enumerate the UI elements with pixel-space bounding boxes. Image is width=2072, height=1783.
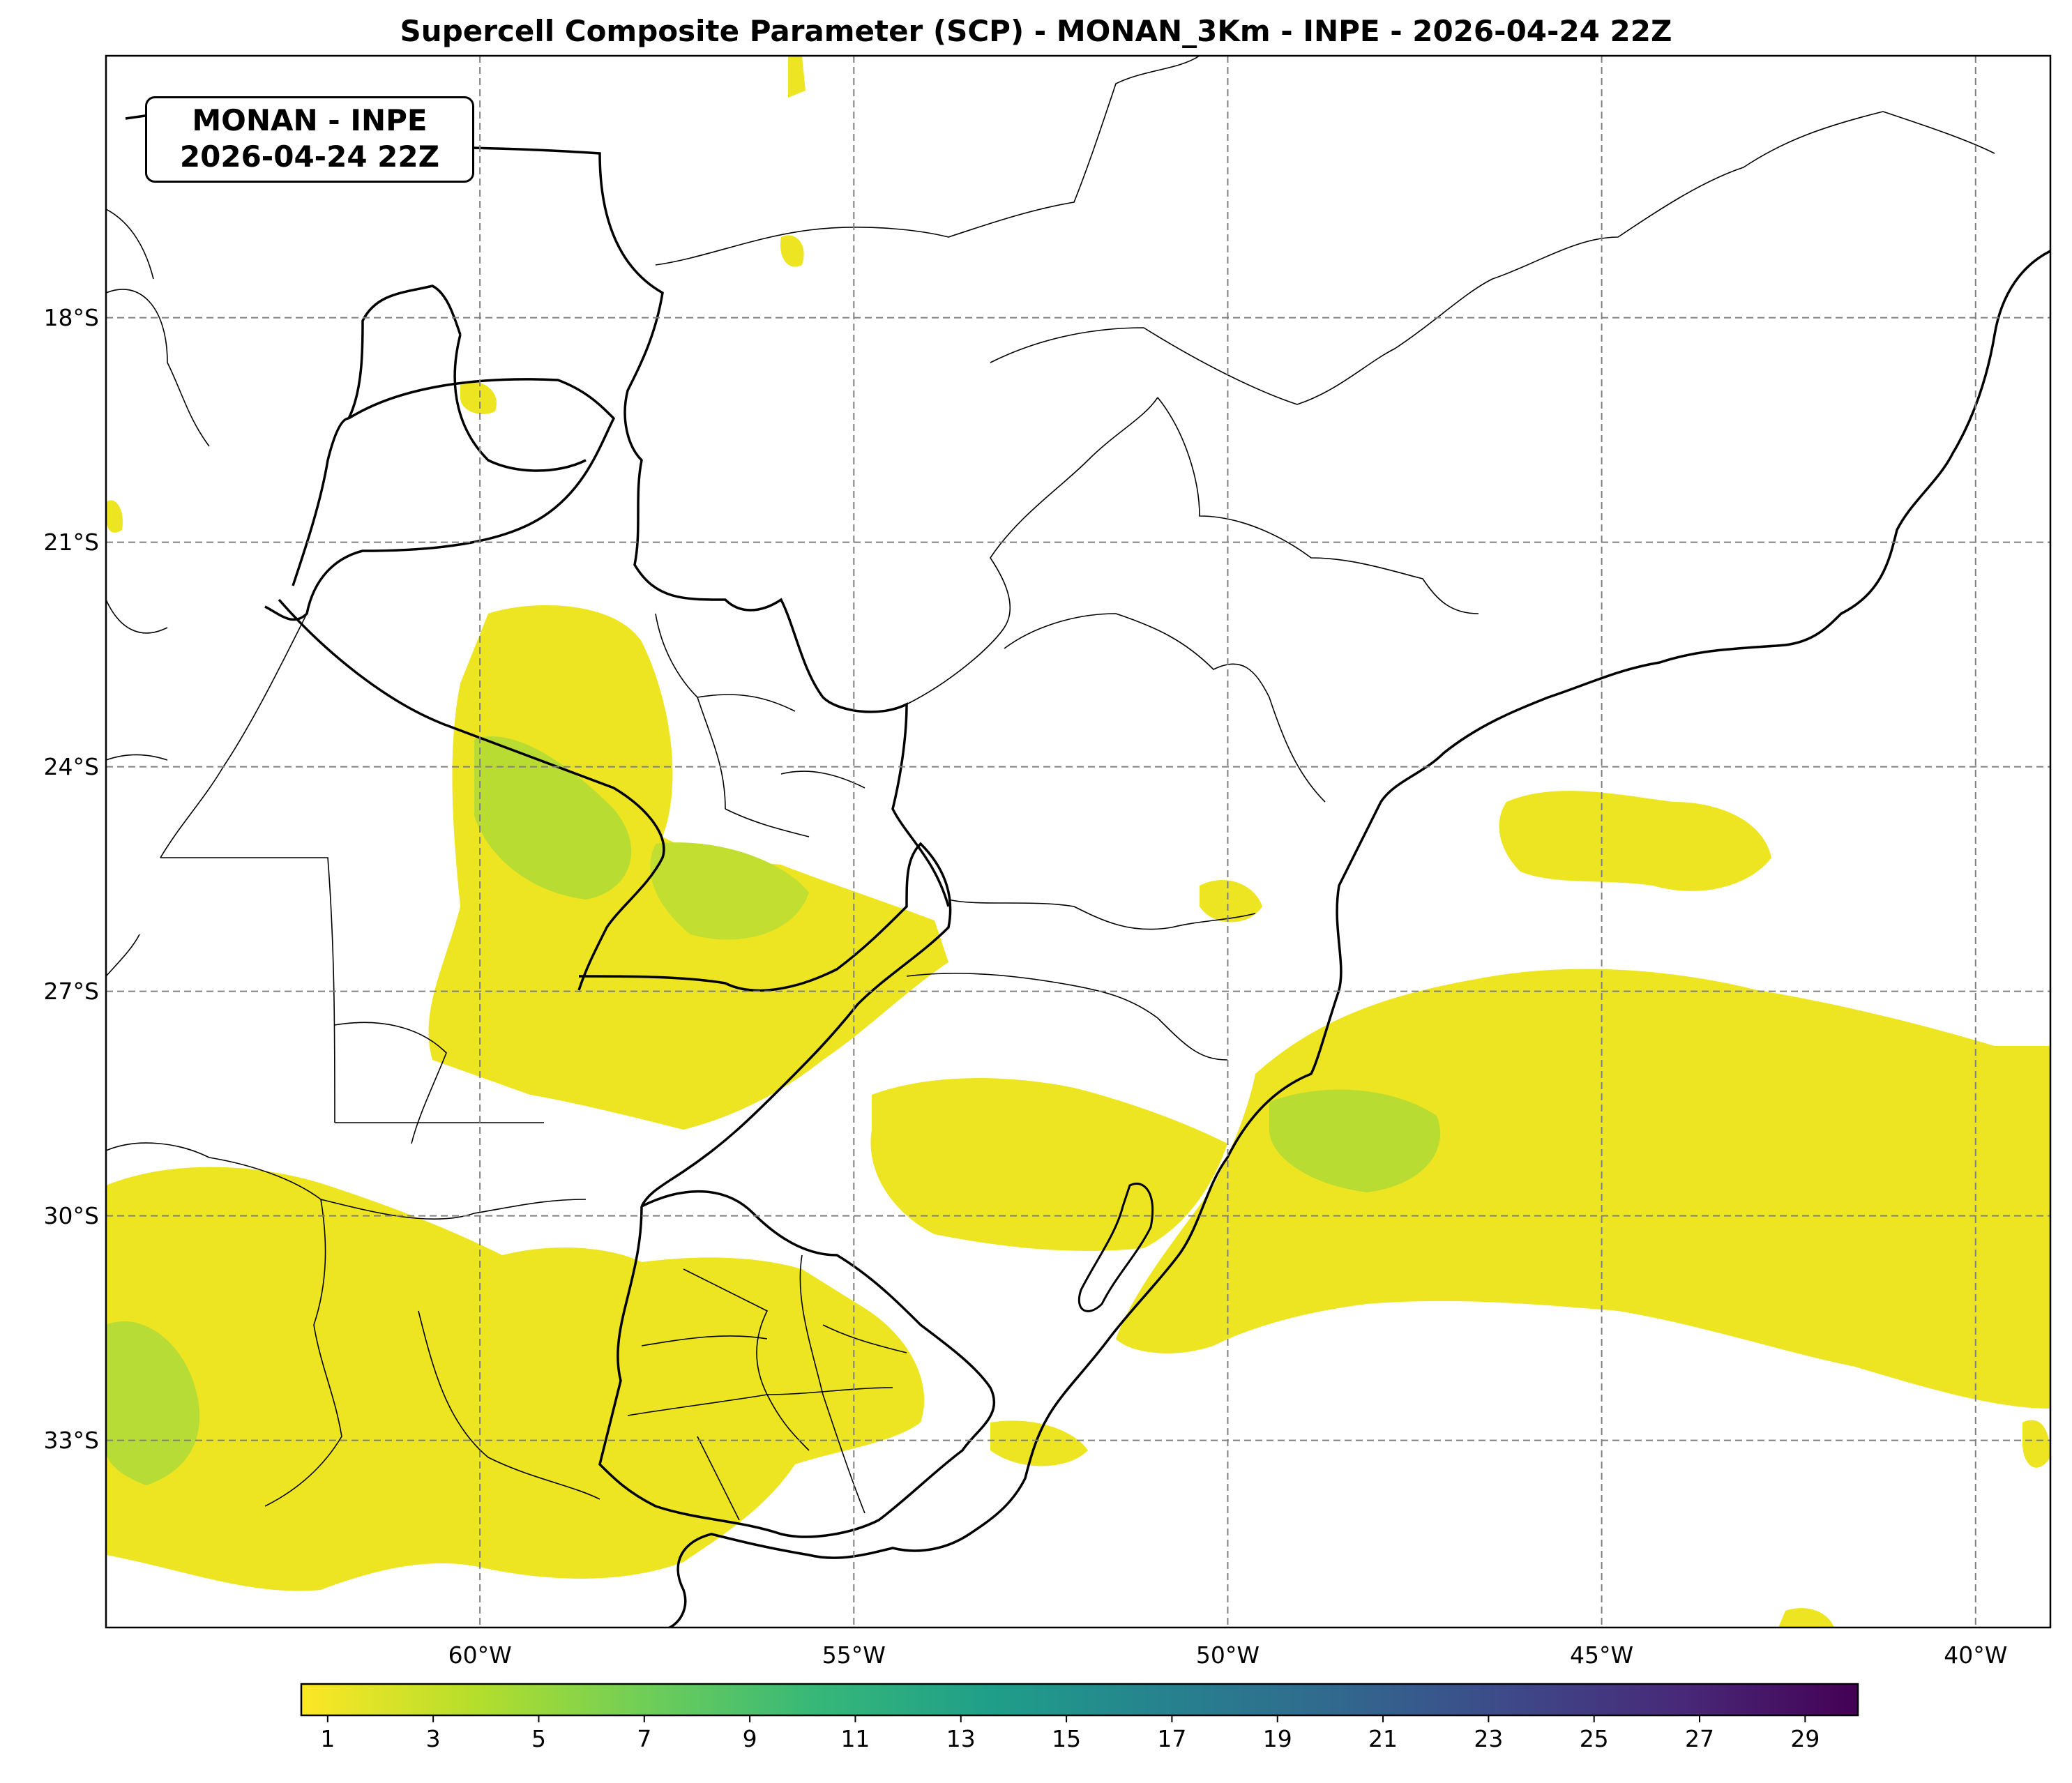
colorbar-tick-label: 23 [1474, 1725, 1504, 1752]
colorbar-ramp [300, 1683, 1859, 1717]
scp-core-paraguay [474, 736, 632, 900]
colorbar-tick-label: 13 [946, 1725, 976, 1752]
border-uruguay [598, 1190, 996, 1538]
latitude-label: 21°S [43, 528, 99, 556]
border-paraguay-argentina [278, 598, 665, 991]
gridlines [106, 56, 2050, 1628]
scp-region-rs [870, 1078, 1227, 1251]
scp-region-atlantic [1116, 969, 2050, 1409]
longitude-label: 45°W [1570, 1641, 1634, 1669]
latitude-label: 30°S [43, 1201, 99, 1229]
coastline [669, 250, 2050, 1628]
scp-cell [460, 381, 497, 414]
scp-core-misiones [650, 842, 809, 940]
colorbar-tick-label: 9 [742, 1725, 757, 1752]
colorbar-tick-label: 17 [1157, 1725, 1187, 1752]
scp-cell [106, 500, 123, 533]
scp-cell [1200, 879, 1262, 923]
scp-cell [780, 235, 804, 267]
colorbar-tick-label: 21 [1368, 1725, 1398, 1752]
scp-cell [990, 1420, 1088, 1466]
map-title: Supercell Composite Parameter (SCP) - MO… [400, 14, 1672, 48]
longitude-label: 50°W [1195, 1641, 1260, 1669]
scp-region-offshore [1499, 791, 1771, 891]
longitude-label: 60°W [448, 1641, 512, 1669]
info-box-line1: MONAN - INPE [192, 103, 428, 137]
longitude-label: 55°W [822, 1641, 886, 1669]
scp-field-layer [106, 56, 2050, 1628]
colorbar-tick-label: 25 [1579, 1725, 1609, 1752]
info-box-line2: 2026-04-24 22Z [179, 139, 440, 174]
lagoa-dos-patos [1077, 1183, 1154, 1312]
latitude-label: 33°S [43, 1426, 99, 1454]
colorbar-tick-marks [326, 1715, 1806, 1722]
colorbar-tick-label: 3 [425, 1725, 441, 1752]
scp-cell [2022, 1420, 2050, 1468]
colorbar-tick-label: 15 [1052, 1725, 1082, 1752]
border-bolivia-paraguay [264, 378, 616, 621]
latitude-label: 18°S [43, 303, 99, 331]
longitude-label: 40°W [1944, 1641, 2008, 1669]
model-info-box: MONAN - INPE 2026-04-24 22Z [145, 96, 474, 183]
scp-core-atlantic [1269, 1089, 1441, 1192]
state-borders [106, 56, 1995, 1521]
scp-cell [1778, 1608, 1834, 1628]
colorbar-tick-label: 11 [840, 1725, 870, 1752]
colorbar-tick-label: 27 [1685, 1725, 1715, 1752]
colorbar-tick-label: 7 [637, 1725, 652, 1752]
colorbar-tick-label: 1 [320, 1725, 335, 1752]
colorbar-tick-label: 5 [531, 1725, 546, 1752]
scp-cell [788, 56, 806, 98]
scp-core-argentina [106, 1321, 200, 1485]
colorbar [300, 1683, 1859, 1722]
border-argentina-brazil [578, 842, 952, 1207]
scp-region-south [106, 1167, 925, 1591]
latitude-label: 24°S [43, 752, 99, 780]
colorbar-tick-label: 19 [1262, 1725, 1292, 1752]
colorbar-tick-label: 29 [1790, 1725, 1820, 1752]
map-frame [105, 54, 2052, 1629]
border-chaco [292, 284, 587, 586]
latitude-label: 27°S [43, 977, 99, 1005]
